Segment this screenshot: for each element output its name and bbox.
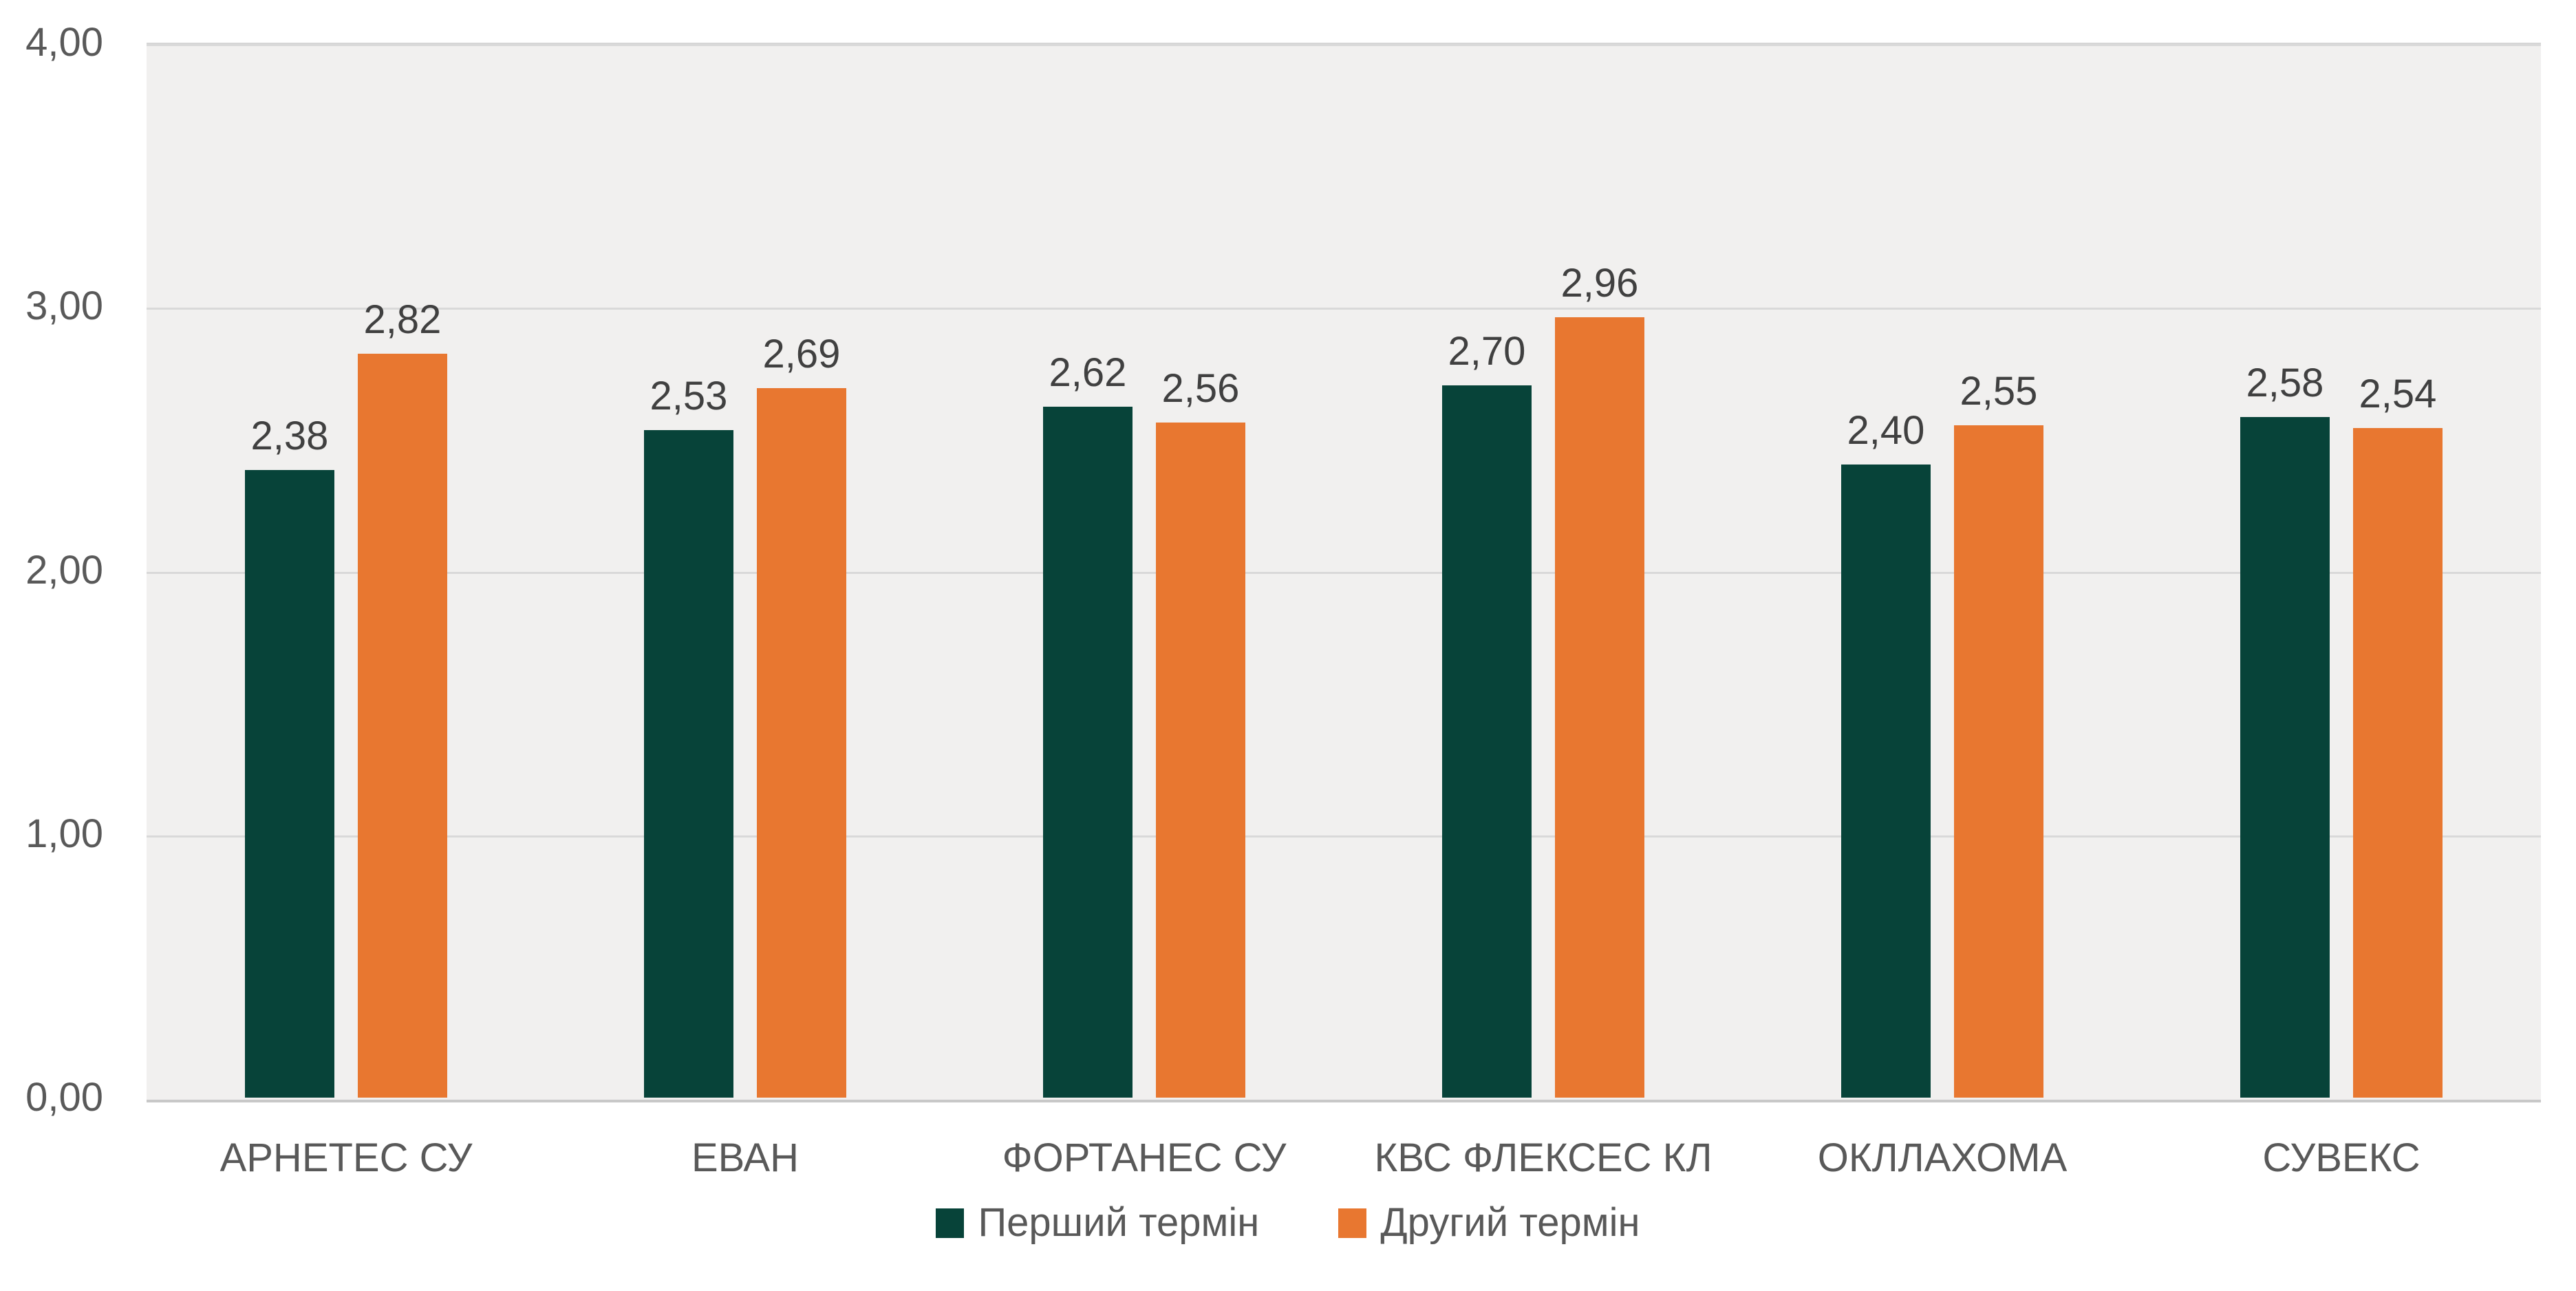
y-tick-label: 4,00 [25,20,103,65]
legend-entry-series1: Перший термін [936,1199,1259,1247]
gridline-4,00 [147,44,2541,46]
x-tick-label: ОКЛЛАХОМА [1817,1135,2068,1180]
x-axis-line [147,1100,2541,1102]
data-label: 2,53 [650,374,728,419]
x-tick-label: КВС ФЛЕКСЕС КЛ [1374,1135,1713,1180]
bar-series1-ОКЛЛАХОМА [1841,465,1931,1098]
data-label: 2,54 [2359,371,2437,416]
bar-series2-СУВЕКС [2353,427,2443,1098]
data-label: 2,56 [1161,365,1240,411]
y-tick-label: 1,00 [25,811,103,856]
bar-series2-КВС ФЛЕКСЕС КЛ [1555,317,1644,1098]
data-label: 2,62 [1049,350,1127,395]
x-tick-label: СУВЕКС [2262,1135,2421,1180]
bar-series1-СУВЕКС [2240,417,2330,1098]
bar-series2-ЕВАН [757,388,846,1098]
x-tick-label: ЕВАН [691,1135,799,1180]
data-label: 2,55 [1960,368,2038,414]
bar-series1-ФОРТАНЕС СУ [1043,406,1133,1098]
data-label: 2,70 [1448,329,1526,374]
plot-area [147,43,2541,1102]
data-label: 2,96 [1560,260,1639,306]
y-tick-label: 2,00 [25,547,103,593]
data-label: 2,38 [250,413,329,458]
gridline-2,00 [147,571,2541,574]
y-tick-label: 3,00 [25,284,103,329]
legend-label: Другий термін [1380,1200,1640,1245]
bar-series2-АРНЕТЕС СУ [358,354,447,1098]
data-label: 2,69 [762,332,841,377]
y-tick-label: 0,00 [25,1075,103,1120]
x-tick-label: ФОРТАНЕС СУ [1002,1135,1287,1180]
x-tick-label: АРНЕТЕС СУ [219,1135,473,1180]
gridline-3,00 [147,308,2541,310]
bar-series2-ФОРТАНЕС СУ [1156,422,1245,1098]
bar-series2-ОКЛЛАХОМА [1954,425,2043,1098]
legend-label: Перший термін [978,1200,1260,1245]
bar-series1-КВС ФЛЕКСЕС КЛ [1442,385,1532,1098]
gridline-1,00 [147,835,2541,837]
legend-swatch-icon [1338,1208,1367,1238]
legend-entry-series2: Другий термін [1338,1199,1640,1247]
bar-series1-АРНЕТЕС СУ [245,469,334,1098]
legend: Перший термін Другий термін [0,1199,2576,1247]
data-label: 2,82 [363,297,442,343]
data-label: 2,58 [2246,361,2324,406]
legend-swatch-icon [936,1208,965,1238]
data-label: 2,40 [1847,408,1925,454]
bar-series1-ЕВАН [644,430,733,1098]
